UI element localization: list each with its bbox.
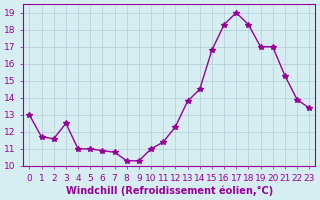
X-axis label: Windchill (Refroidissement éolien,°C): Windchill (Refroidissement éolien,°C) — [66, 185, 273, 196]
